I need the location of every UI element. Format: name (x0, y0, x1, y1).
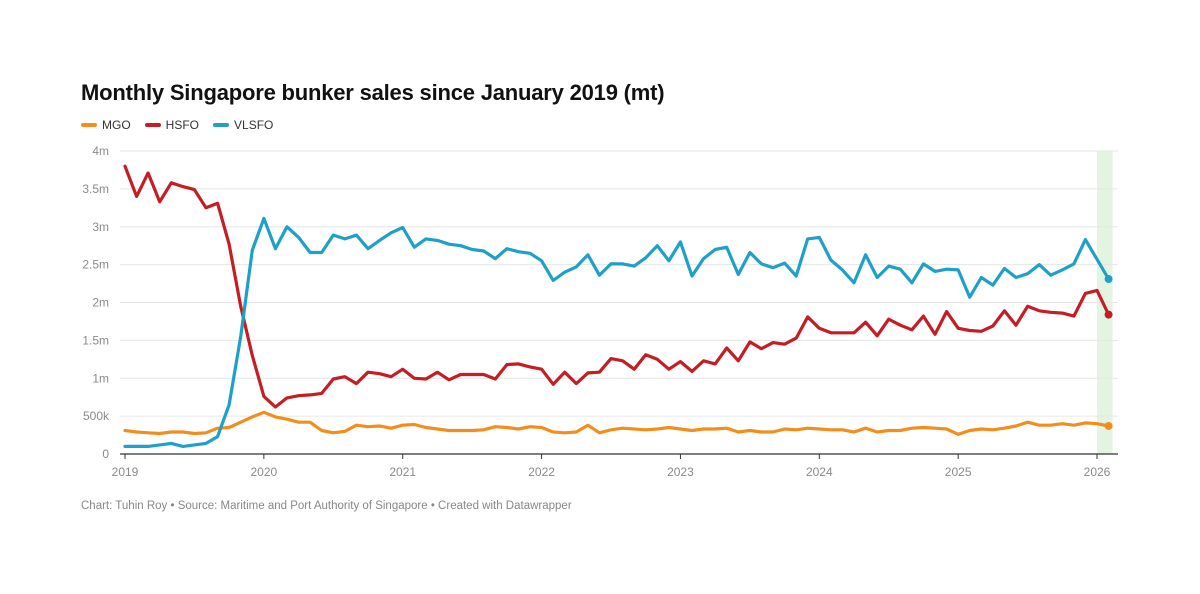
x-tick-label: 2025 (945, 465, 972, 479)
series-line-mgo (123, 410, 1111, 436)
series-line-vlsfo (123, 216, 1111, 448)
y-tick-label: 4m (92, 144, 109, 158)
series-layer (123, 164, 1113, 448)
x-tick-label: 2026 (1084, 465, 1111, 479)
legend-label-hsfo: HSFO (165, 118, 200, 132)
x-tick-label: 2022 (528, 465, 555, 479)
x-tick-label: 2021 (389, 465, 416, 479)
x-tick-label: 2023 (667, 465, 694, 479)
legend-swatch-hsfo (144, 123, 161, 127)
legend-item-hsfo: HSFO (144, 118, 200, 132)
axis-layer: 2019 2020 2021 2022 2023 2024 2025 2026 (112, 453, 1118, 479)
y-tick-label: 2.5m (82, 258, 109, 272)
footer-credits: Chart: Tuhin Roy • Source: Maritime and … (81, 500, 572, 512)
x-tick-label: 2024 (806, 465, 833, 479)
legend-swatch-vlsfo (213, 123, 230, 127)
legend: MGO HSFO VLSFO (81, 118, 273, 132)
legend-item-mgo: MGO (81, 118, 131, 132)
y-tick-label: 500k (83, 409, 110, 423)
series-end-point-vlsfo (1104, 275, 1113, 284)
y-tick-label: 3.5m (82, 182, 109, 196)
x-tick-label: 2020 (251, 465, 278, 479)
legend-swatch-mgo (81, 123, 97, 127)
series-end-point-hsfo (1104, 310, 1113, 319)
y-tick-label: 0 (102, 447, 109, 461)
legend-label-mgo: MGO (102, 118, 131, 132)
legend-item-vlsfo: VLSFO (213, 118, 273, 132)
y-tick-label: 1.5m (82, 333, 109, 347)
chart-title: Monthly Singapore bunker sales since Jan… (81, 80, 665, 105)
y-tick-label: 3m (92, 220, 109, 234)
y-tick-label: 2m (92, 296, 109, 310)
grid-layer: 0 500k 1m 1.5m 2m 2.5m 3m 3.5m 4m (82, 144, 1118, 461)
series-line-hsfo (123, 164, 1111, 409)
series-end-point-mgo (1104, 421, 1113, 430)
y-tick-label: 1m (92, 371, 109, 385)
legend-label-vlsfo: VLSFO (234, 118, 274, 132)
x-tick-label: 2019 (112, 465, 139, 479)
